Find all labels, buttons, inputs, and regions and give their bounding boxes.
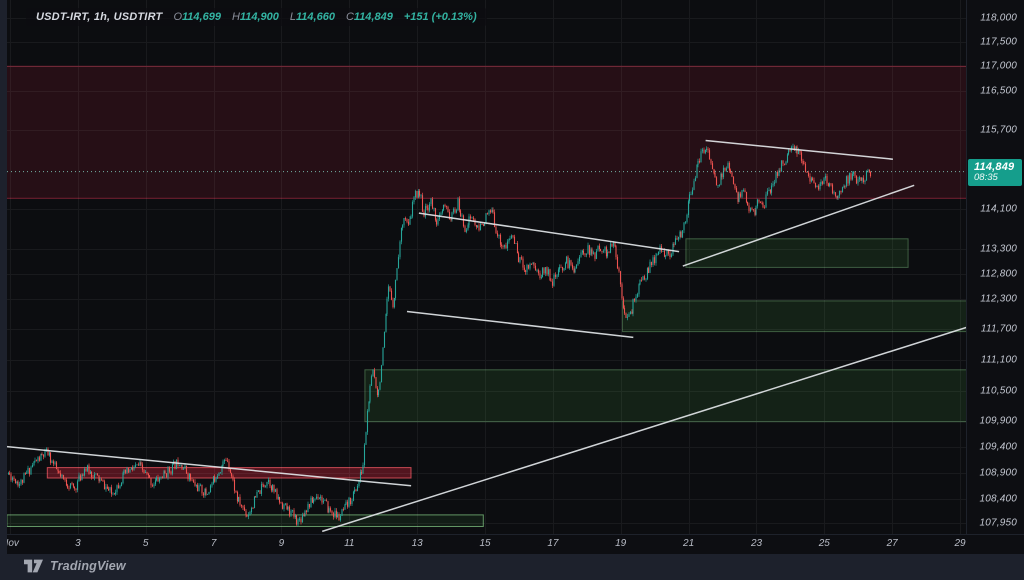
price-tick-label: 108,400 (979, 493, 1017, 505)
symbol-title[interactable]: USDT-IRT, 1h, USDTIRT (36, 11, 163, 23)
support-zone-1[interactable] (364, 369, 966, 423)
ohlc-high: H114,900 (231, 11, 279, 23)
trendline-wedge-bottom[interactable] (682, 184, 915, 267)
price-tick-label: 118,000 (980, 12, 1017, 24)
time-tick-label: 11 (344, 538, 355, 549)
time-axis[interactable]: Nov 3 5 7 9 11 13 15 17 19 21 23 25 27 29 (0, 534, 1024, 554)
time-tick-label: 5 (142, 538, 149, 549)
price-tick-label: 117,000 (980, 60, 1017, 72)
price-tick-label: 107,950 (979, 517, 1017, 529)
price-tick-label: 115,700 (980, 124, 1017, 136)
change-value: +151 (+0.13%) (403, 11, 477, 23)
up-candle-bodies (7, 146, 869, 525)
trendline-descending-resistance-left[interactable] (7, 445, 412, 487)
current-price-value: 114,849 (974, 160, 1015, 173)
price-axis[interactable]: 114,849 08:35 118,000 117,500 117,000 116,5… (966, 0, 1024, 534)
resistance-zone[interactable] (7, 65, 966, 199)
left-margin (0, 0, 7, 554)
tradingview-logo-link[interactable]: TradingView (24, 559, 126, 573)
price-tick-label: 116,500 (980, 85, 1017, 97)
time-tick-label: 3 (75, 538, 81, 549)
time-tick-label: 29 (954, 538, 966, 549)
price-tick-label: 112,300 (980, 293, 1017, 305)
price-tick-label: 114,100 (980, 203, 1017, 215)
symbol-legend[interactable]: USDT-IRT, 1h, USDTIRT O114,699 H114,900 … (26, 8, 487, 26)
time-tick-label: Nov (1, 538, 19, 549)
time-tick-label: 19 (615, 538, 627, 549)
price-tick-label: 111,700 (980, 323, 1017, 335)
time-tick-label: 17 (547, 538, 559, 549)
trendline-long-ascending-trendline[interactable] (321, 326, 966, 533)
price-tick-label: 108,900 (979, 467, 1017, 479)
price-tick-label: 110,500 (980, 385, 1017, 396)
time-tick-label: 25 (818, 538, 830, 549)
support-zone-2[interactable] (621, 300, 966, 333)
time-tick-label: 13 (411, 538, 423, 549)
time-tick-label: 9 (278, 538, 285, 549)
price-tick-label: 109,900 (979, 415, 1017, 427)
price-tick-label: 117,500 (980, 36, 1017, 48)
ohlc-open: O114,699 (173, 11, 221, 23)
time-tick-label: 23 (750, 538, 763, 549)
ohlc-low: L114,660 (289, 11, 335, 23)
support-zone-3[interactable] (685, 238, 909, 268)
chart-canvas[interactable] (7, 0, 966, 534)
price-tick-label: 111,100 (980, 354, 1017, 366)
current-price-label: 114,849 08:35 (968, 158, 1022, 187)
tradingview-logo-icon (24, 559, 43, 573)
time-tick-label: 15 (479, 538, 491, 549)
time-tick-label: 7 (210, 538, 217, 549)
ohlc-close: C114,849 (345, 11, 393, 23)
time-tick-label: 21 (683, 538, 695, 549)
bottom-bar: TradingView (0, 554, 1024, 580)
time-tick-label: 27 (886, 538, 898, 549)
trendline-channel-bottom[interactable] (406, 310, 634, 339)
trendline-wedge-top[interactable] (705, 139, 893, 160)
price-tick-label: 113,300 (980, 243, 1017, 255)
tradingview-brand-text: TradingView (50, 559, 126, 573)
trendline-channel-top[interactable] (418, 212, 680, 253)
price-tick-label: 112,800 (980, 268, 1017, 280)
bar-countdown: 08:35 (974, 172, 998, 184)
price-tick-label: 109,400 (979, 441, 1017, 453)
lower-support-strip[interactable] (7, 514, 484, 528)
chart-pane[interactable] (7, 0, 966, 534)
